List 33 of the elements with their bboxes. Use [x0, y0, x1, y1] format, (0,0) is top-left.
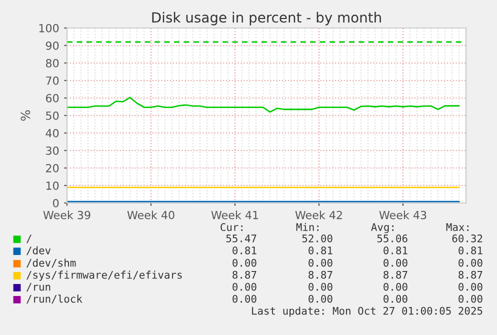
x-tick-label: Week 41 — [211, 210, 258, 220]
legend-label: /run/lock — [26, 294, 82, 304]
y-tick-label: 40 — [46, 128, 59, 138]
y-tick-label: 70 — [46, 76, 59, 85]
x-tick-label: Week 42 — [295, 210, 342, 220]
text: 0.00 0.00 0.00 0.00 — [232, 282, 482, 291]
text: Last update: Mon Oct 27 01:00:05 2025 — [252, 306, 482, 317]
y-axis-title: % — [20, 110, 30, 121]
text: 55.47 52.00 55.06 60.32 — [226, 234, 482, 242]
legend-label: /run — [26, 283, 50, 292]
line-series — [67, 96, 460, 113]
text: 0.00 0.00 0.00 0.00 — [232, 258, 482, 267]
legend-label: /sys/firmware/efi/efivars — [26, 270, 182, 281]
text: 0.81 0.81 0.81 0.81 — [232, 246, 482, 254]
text: 8.87 8.87 8.87 8.87 — [232, 270, 482, 279]
chart-title: Disk usage in percent - by month — [152, 12, 381, 26]
y-tick-label: 60 — [46, 94, 59, 102]
y-tick-label: 50 — [46, 111, 59, 120]
text: 0.00 0.00 0.00 0.00 — [232, 294, 482, 303]
y-tick-label: 30 — [46, 146, 59, 155]
y-tick-label: 10 — [46, 181, 59, 190]
y-tick-label: 80 — [46, 58, 59, 68]
y-tick-label: 20 — [46, 164, 59, 172]
legend-label: / — [26, 234, 32, 244]
x-tick-label: Week 40 — [127, 210, 174, 220]
legend-label: /dev/shm — [26, 258, 76, 268]
y-tick-label: 100 — [39, 24, 59, 32]
x-tick-label: Week 43 — [379, 210, 426, 220]
y-tick-label: 90 — [46, 41, 59, 50]
text: Cur: Min: Avg: Max: — [220, 222, 468, 234]
y-tick-label: 0 — [53, 198, 59, 208]
x-tick-label: Week 39 — [43, 210, 90, 220]
legend-label: /dev — [26, 246, 51, 256]
